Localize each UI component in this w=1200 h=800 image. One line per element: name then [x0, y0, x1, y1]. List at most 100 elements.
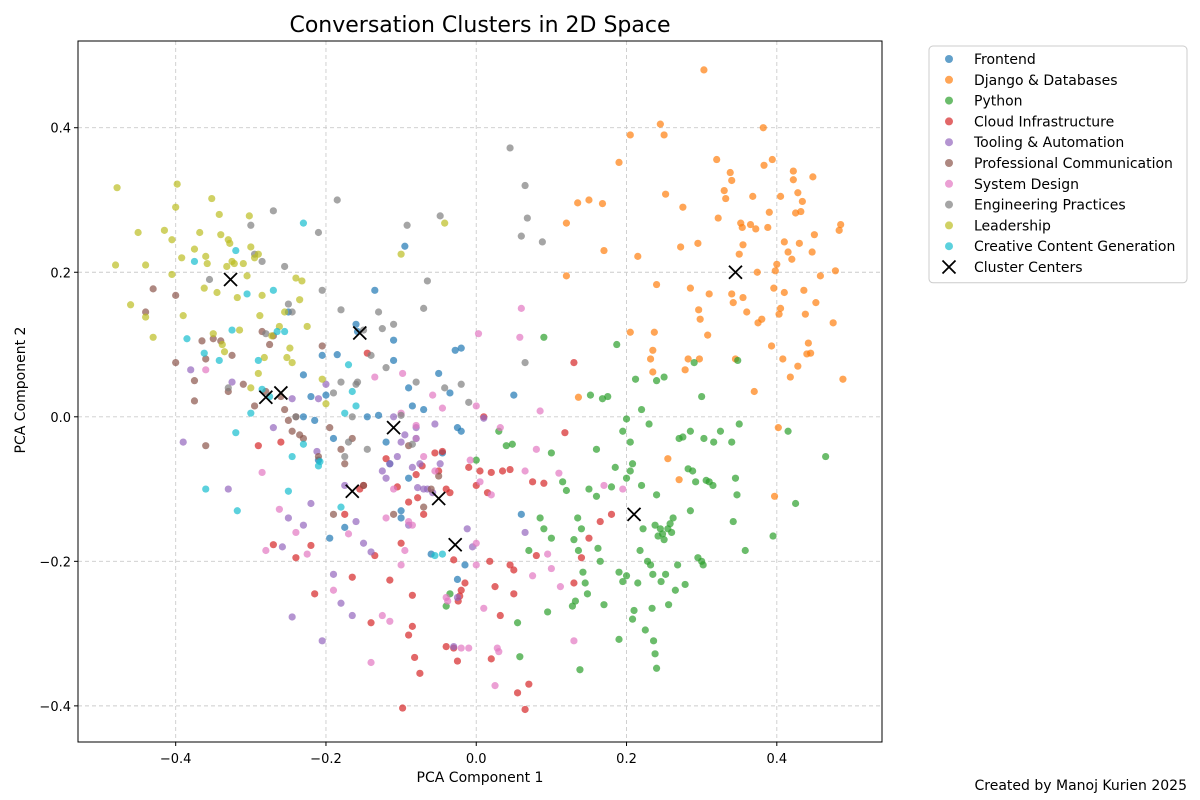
scatter-point [679, 433, 687, 441]
scatter-point [329, 434, 338, 443]
scatter-point [284, 416, 292, 425]
scatter-point [753, 268, 761, 276]
scatter-point [397, 507, 405, 515]
scatter-point [570, 358, 578, 367]
scatter-point [795, 239, 803, 247]
scatter-point [704, 331, 712, 339]
scatter-point [729, 517, 737, 526]
scatter-point [299, 371, 308, 379]
series-frontend [284, 242, 525, 583]
scatter-point [111, 261, 120, 269]
scatter-point [760, 161, 768, 169]
scatter-point [209, 335, 217, 343]
grid-lines [78, 41, 882, 742]
scatter-point [496, 424, 504, 432]
scatter-point [266, 340, 274, 349]
scatter-point [586, 391, 595, 399]
scatter-point [465, 398, 473, 406]
scatter-point [626, 131, 634, 139]
scatter-point [359, 481, 368, 490]
scatter-point [438, 447, 447, 456]
scatter-point [510, 391, 518, 399]
scatter-point [679, 203, 687, 211]
series-engineering-practices [205, 144, 546, 461]
legend-marker [945, 55, 953, 63]
scatter-point [652, 664, 661, 672]
scatter-point [521, 705, 529, 714]
scatter-point [491, 583, 499, 591]
scatter-point [348, 573, 356, 581]
legend-label: Frontend [974, 52, 1036, 68]
scatter-point [622, 474, 631, 482]
scatter-point [450, 643, 458, 651]
scatter-point [113, 184, 121, 192]
scatter-point [800, 286, 808, 294]
scatter-point [615, 635, 623, 643]
scatter-point [735, 420, 743, 428]
scatter-point [277, 438, 285, 446]
scatter-point [126, 301, 135, 309]
scatter-point [619, 577, 627, 586]
legend-label: Django & Databases [974, 73, 1118, 89]
scatter-point [472, 402, 480, 410]
series-leadership [111, 180, 449, 408]
scatter-point [453, 593, 462, 602]
scatter-point [397, 411, 405, 419]
scatter-point [810, 231, 818, 239]
scatter-point [344, 361, 353, 369]
scatter-point [399, 704, 407, 712]
scatter-point [218, 340, 226, 349]
scatter-point [314, 228, 323, 237]
scatter-point [658, 530, 667, 538]
series-django-databases [562, 66, 847, 500]
scatter-point [389, 413, 398, 421]
scatter-point [411, 653, 419, 662]
scatter-point [576, 666, 584, 674]
scatter-point [822, 452, 830, 461]
scatter-point [784, 248, 792, 256]
scatter-point [544, 608, 552, 616]
cluster-center-marker [431, 491, 446, 506]
scatter-point [374, 411, 383, 419]
scatter-point [414, 494, 422, 502]
scatter-point [431, 449, 439, 457]
scatter-point [451, 346, 459, 354]
scatter-point [230, 259, 238, 268]
scatter-point [752, 225, 760, 233]
scatter-point [382, 514, 390, 522]
scatter-point [408, 440, 416, 448]
scatter-point [303, 322, 311, 331]
scatter-point [581, 579, 589, 587]
scatter-point [835, 226, 843, 234]
scatter-point [228, 326, 236, 334]
scatter-point [559, 478, 567, 486]
scatter-point [278, 543, 286, 551]
scatter-point [646, 561, 655, 569]
scatter-point [699, 561, 707, 569]
scatter-point [269, 541, 277, 549]
scatter-point [245, 212, 253, 220]
scatter-point [592, 445, 601, 453]
x-tick-label: −0.4 [160, 752, 192, 767]
scatter-point [729, 299, 737, 307]
scatter-point [739, 293, 747, 302]
scatter-point [637, 405, 646, 414]
scatter-point [247, 221, 255, 229]
scatter-point [292, 528, 300, 537]
scatter-point [288, 395, 296, 403]
scatter-point [389, 320, 398, 328]
scatter-point [382, 364, 390, 372]
scatter-point [438, 550, 447, 558]
scatter-point [318, 375, 326, 383]
scatter-point [739, 241, 747, 249]
scatter-point [262, 546, 270, 555]
scatter-point [329, 570, 338, 578]
scatter-point [714, 214, 722, 222]
scatter-point [666, 520, 674, 528]
scatter-point [329, 510, 338, 518]
scatter-point [405, 474, 413, 482]
scatter-point [250, 402, 259, 410]
scatter-point [622, 572, 631, 580]
scatter-point [397, 561, 405, 569]
legend-marker [945, 117, 953, 126]
